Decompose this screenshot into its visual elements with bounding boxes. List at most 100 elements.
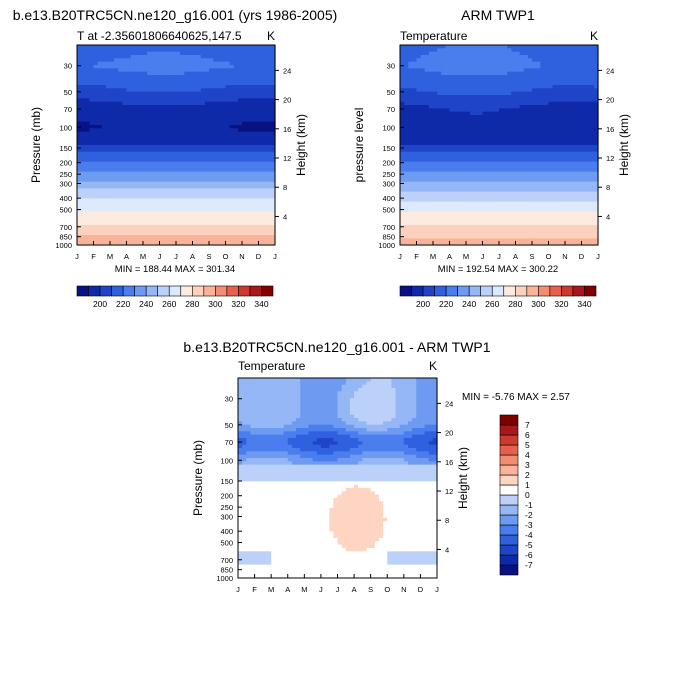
field-cell bbox=[159, 178, 165, 183]
field-cell bbox=[97, 208, 103, 213]
colorbar-label: 200 bbox=[93, 299, 107, 309]
field-cell bbox=[560, 98, 566, 103]
field-cell bbox=[97, 198, 103, 203]
field-cell bbox=[89, 91, 95, 96]
field-cell bbox=[254, 118, 260, 123]
field-cell bbox=[258, 128, 264, 133]
field-cell bbox=[143, 198, 148, 203]
field-cell bbox=[250, 168, 255, 173]
field-cell bbox=[560, 58, 566, 63]
contour-plot bbox=[399, 44, 599, 246]
field-cell bbox=[478, 65, 484, 69]
field-cell bbox=[204, 148, 210, 153]
field-cell bbox=[229, 221, 235, 226]
field-cell bbox=[242, 148, 247, 153]
field-cell bbox=[503, 178, 508, 183]
field-cell bbox=[89, 118, 95, 123]
field-cell bbox=[262, 125, 268, 129]
field-cell bbox=[270, 151, 276, 156]
field-cell bbox=[511, 68, 517, 73]
field-cell bbox=[130, 238, 136, 243]
field-cell bbox=[134, 51, 140, 56]
field-cell bbox=[515, 138, 521, 143]
field-cell bbox=[532, 68, 537, 73]
field-cell bbox=[540, 148, 545, 153]
field-cell bbox=[519, 71, 525, 76]
field-cell bbox=[266, 208, 272, 213]
field-cell bbox=[85, 238, 90, 243]
field-cell bbox=[262, 221, 268, 226]
field-cell bbox=[242, 208, 247, 213]
field-cell bbox=[209, 71, 214, 76]
field-cell bbox=[151, 75, 156, 79]
field-cell bbox=[134, 201, 140, 206]
field-cell bbox=[85, 91, 90, 96]
field-cell bbox=[167, 118, 173, 123]
field-cell bbox=[254, 191, 260, 196]
field-cell bbox=[101, 205, 107, 209]
field-cell bbox=[470, 145, 475, 149]
field-cell bbox=[461, 61, 467, 66]
field-cell bbox=[188, 138, 194, 143]
field-cell bbox=[81, 191, 86, 196]
field-cell bbox=[159, 198, 165, 203]
field-cell bbox=[270, 178, 276, 183]
field-cell bbox=[246, 105, 251, 109]
field-cell bbox=[254, 228, 260, 233]
field-cell bbox=[225, 241, 231, 246]
field-cell bbox=[254, 155, 260, 159]
field-cell bbox=[233, 138, 239, 143]
field-cell bbox=[470, 85, 475, 89]
field-cell bbox=[130, 121, 136, 126]
field-cell bbox=[478, 81, 484, 86]
field-cell bbox=[466, 155, 471, 159]
field-cell bbox=[569, 128, 574, 133]
field-cell bbox=[93, 215, 99, 219]
field-cell bbox=[544, 118, 550, 123]
field-cell bbox=[209, 121, 214, 126]
field-cell bbox=[585, 161, 591, 166]
field-cell bbox=[400, 175, 405, 179]
field-cell bbox=[457, 168, 463, 173]
field-cell bbox=[424, 128, 430, 133]
field-cell bbox=[470, 61, 475, 66]
field-cell bbox=[258, 225, 264, 229]
field-cell bbox=[262, 188, 268, 193]
field-cell bbox=[151, 98, 156, 103]
field-cell bbox=[176, 65, 181, 69]
field-cell bbox=[494, 128, 500, 133]
field-cell bbox=[93, 115, 99, 119]
field-cell bbox=[196, 161, 202, 166]
field-cell bbox=[457, 158, 463, 163]
field-cell bbox=[225, 148, 231, 153]
field-cell bbox=[213, 198, 218, 203]
field-cell bbox=[461, 125, 467, 129]
field-cell bbox=[258, 185, 264, 189]
field-cell bbox=[486, 61, 492, 66]
field-cell bbox=[151, 115, 156, 119]
field-cell bbox=[589, 125, 595, 129]
field-cell bbox=[147, 135, 152, 139]
field-cell bbox=[233, 188, 239, 193]
field-cell bbox=[262, 148, 268, 153]
field-cell bbox=[213, 148, 218, 153]
field-cell bbox=[523, 125, 529, 129]
field-cell bbox=[151, 91, 156, 96]
field-cell bbox=[453, 85, 459, 89]
field-cell bbox=[424, 101, 430, 106]
field-cell bbox=[270, 115, 276, 119]
field-cell bbox=[134, 161, 140, 166]
field-cell bbox=[155, 81, 161, 86]
field-cell bbox=[122, 85, 128, 89]
field-cell bbox=[511, 48, 517, 53]
field-cell bbox=[556, 81, 562, 86]
field-cell bbox=[184, 138, 189, 143]
field-cell bbox=[266, 215, 272, 219]
field-cell bbox=[507, 115, 512, 119]
field-cell bbox=[490, 111, 496, 116]
field-cell bbox=[507, 158, 512, 163]
field-cell bbox=[89, 115, 95, 119]
field-cell bbox=[126, 125, 132, 129]
field-cell bbox=[573, 98, 578, 103]
field-cell bbox=[163, 178, 169, 183]
